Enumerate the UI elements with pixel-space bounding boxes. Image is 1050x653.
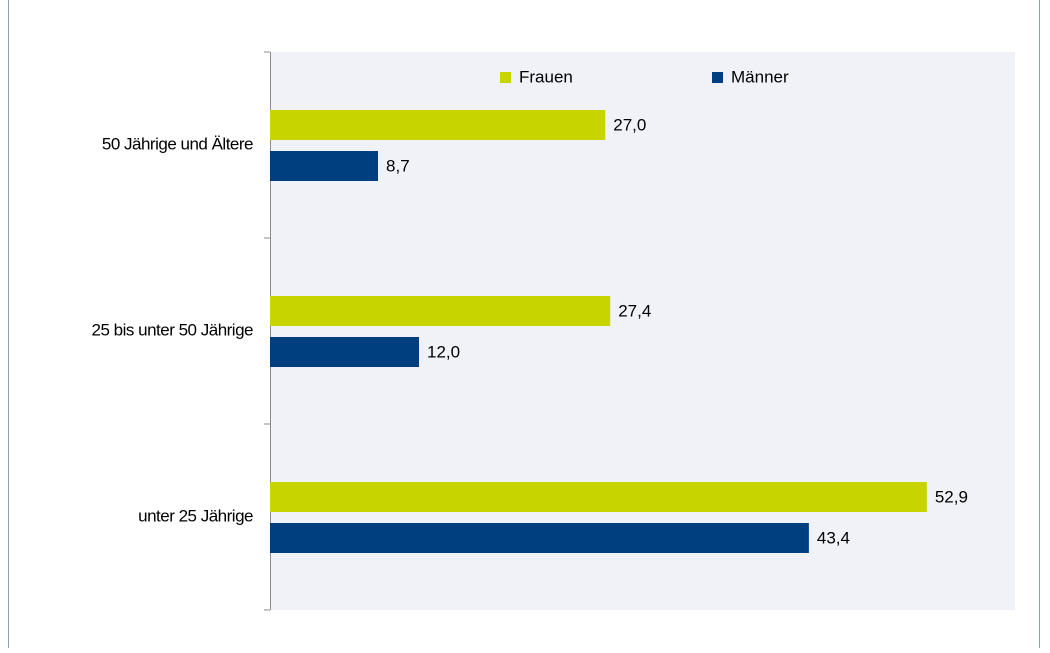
bar (270, 337, 419, 367)
data-label: 27,0 (613, 115, 646, 134)
data-label: 12,0 (427, 342, 460, 361)
category-label: unter 25 Jährige (138, 506, 253, 525)
legend-swatch (712, 72, 723, 83)
plot-area (270, 52, 1015, 610)
data-label: 43,4 (817, 528, 850, 547)
bar (270, 482, 927, 512)
bar (270, 296, 611, 326)
legend-swatch (500, 72, 511, 83)
category-label: 25 bis unter 50 Jährige (92, 320, 253, 339)
data-label: 52,9 (935, 487, 968, 506)
data-label: 27,4 (618, 301, 651, 320)
category-label: 50 Jährige und Ältere (102, 134, 253, 153)
bar (270, 151, 379, 181)
bar (270, 523, 809, 553)
data-label: 8,7 (386, 156, 410, 175)
legend-label: Frauen (519, 67, 573, 86)
legend-label: Männer (731, 67, 789, 86)
bar (270, 110, 606, 140)
